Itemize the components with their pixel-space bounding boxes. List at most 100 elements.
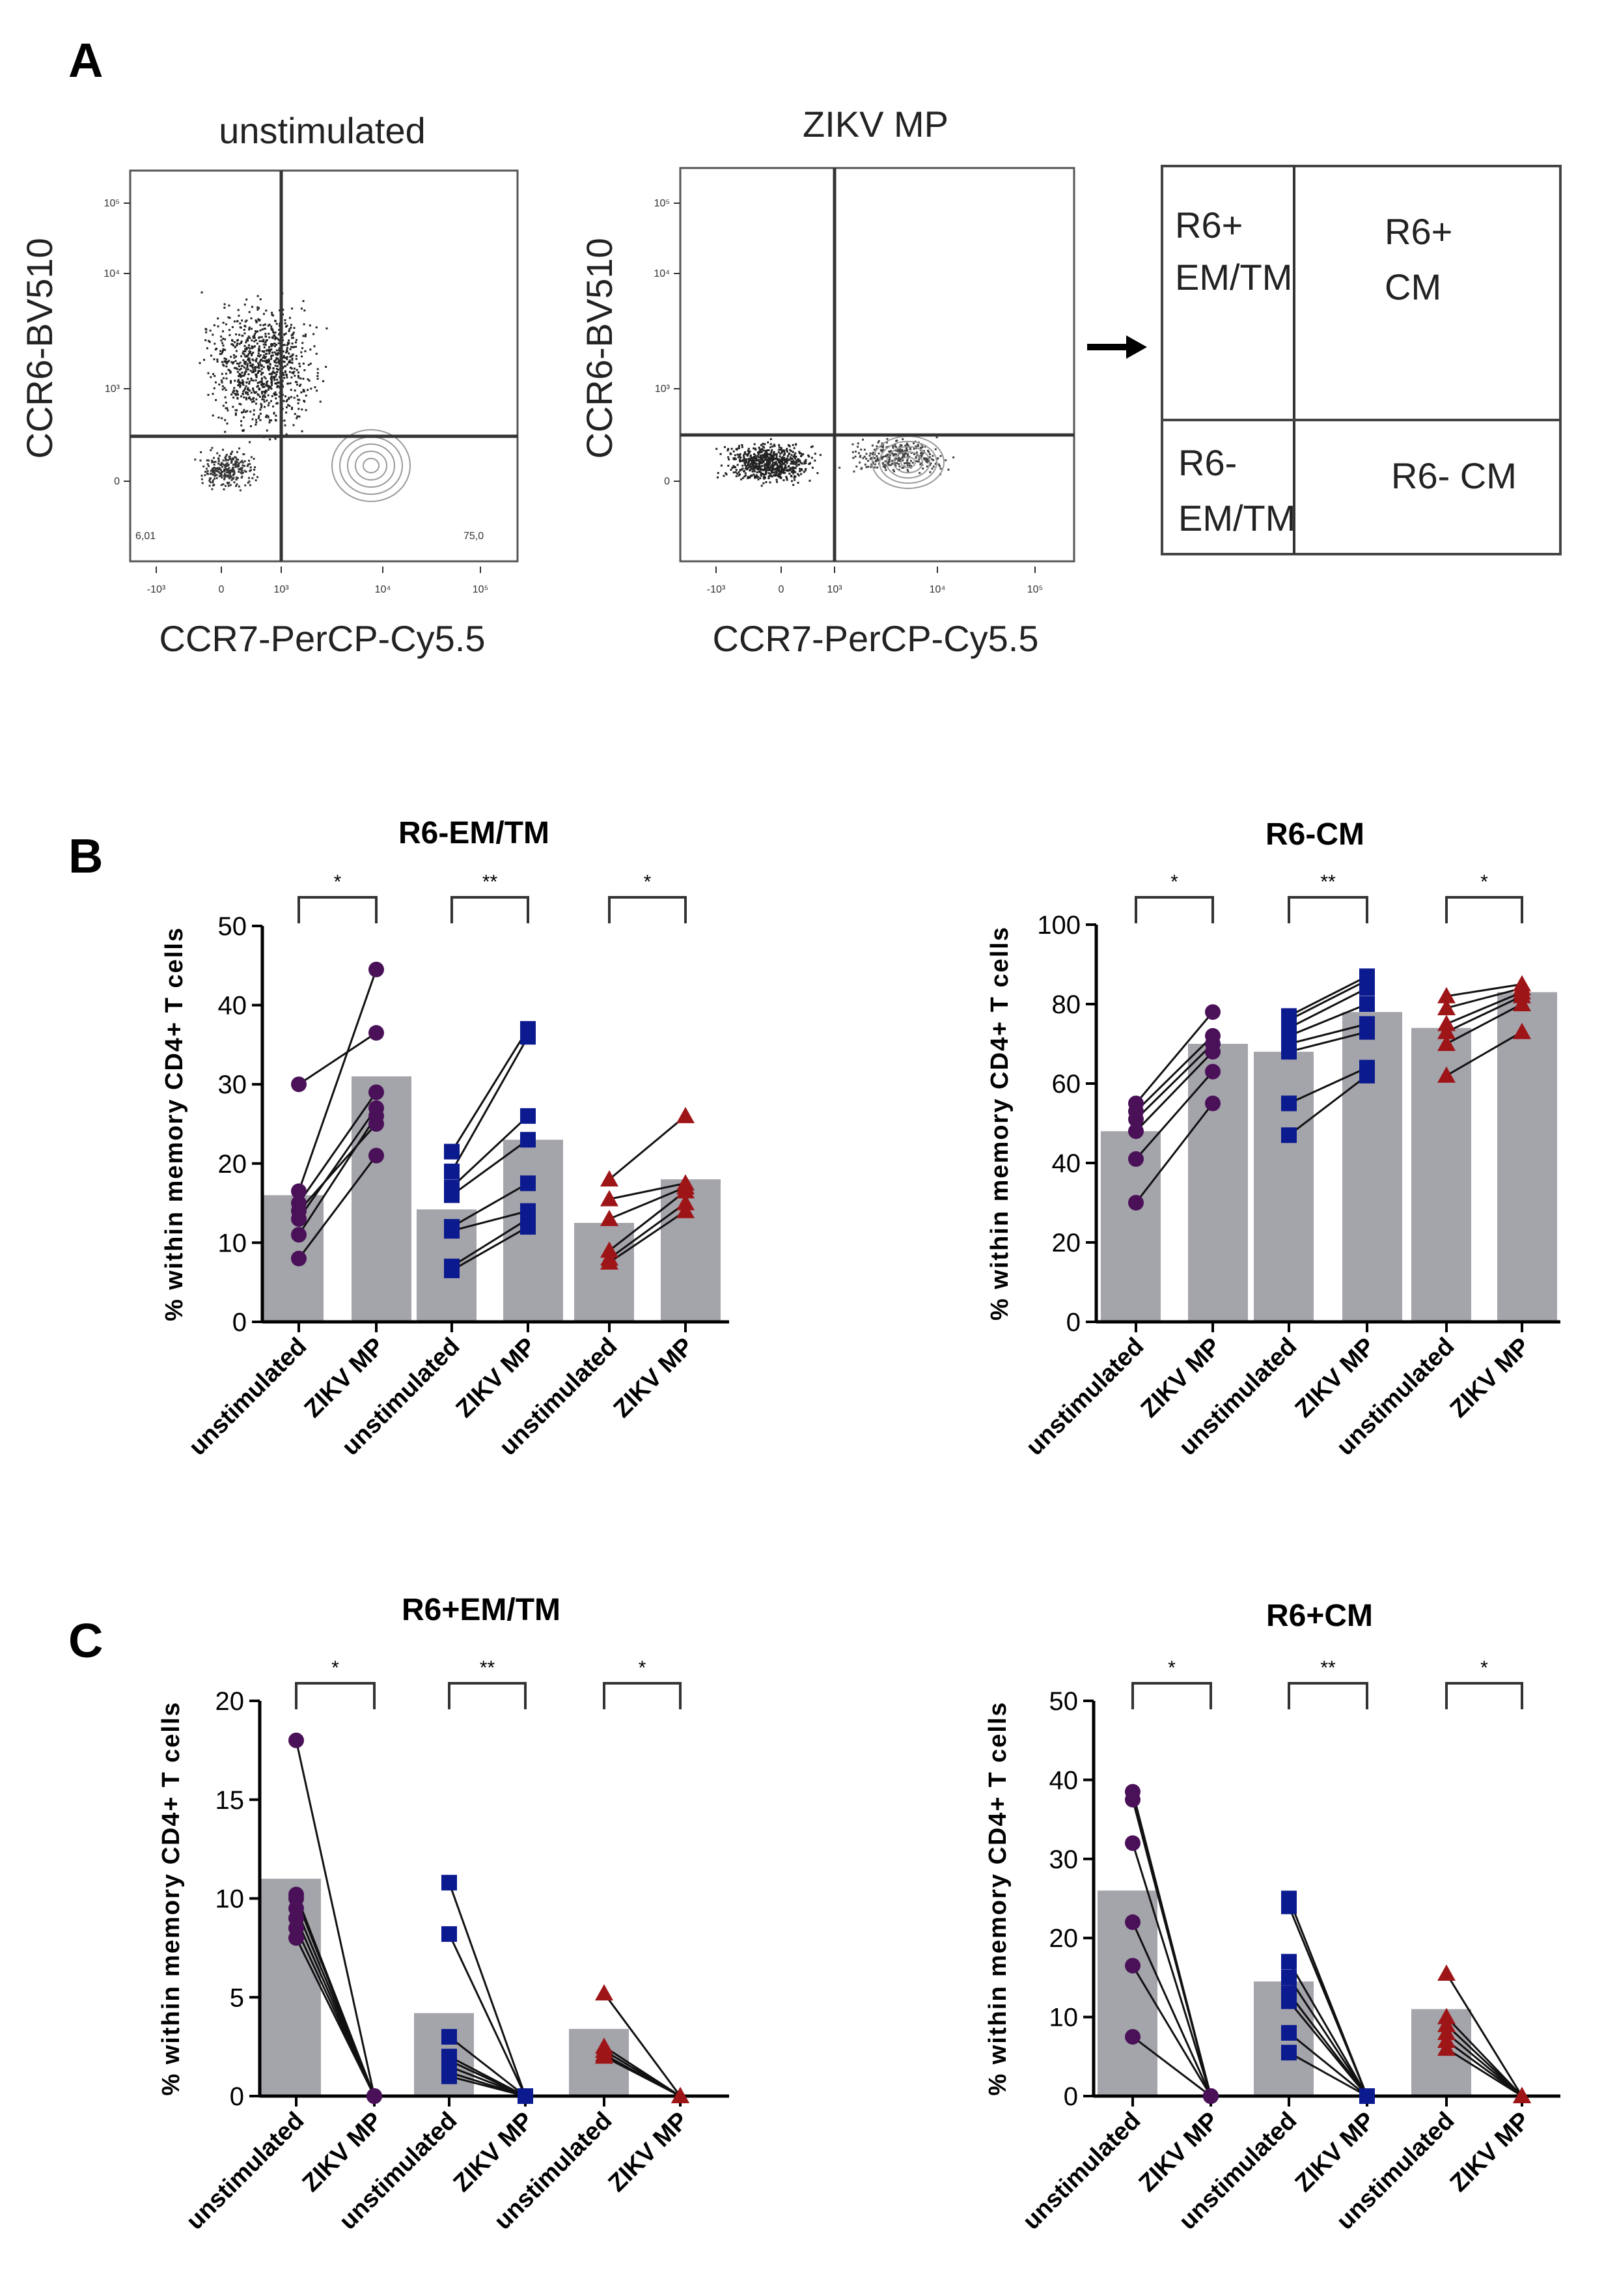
flow-event <box>291 406 294 409</box>
flow-event <box>743 460 746 462</box>
flow-event <box>297 376 300 379</box>
flow-event <box>868 455 871 457</box>
flow-event <box>309 348 312 351</box>
flow-event <box>884 464 887 467</box>
flow-event <box>268 333 270 335</box>
flow-event <box>248 357 251 360</box>
flow-event <box>784 465 786 468</box>
flow-event <box>240 376 242 378</box>
flow-event <box>222 348 225 350</box>
flow-event <box>891 452 893 455</box>
flow-event <box>246 363 249 365</box>
flow-event <box>251 367 254 369</box>
flow-event <box>218 475 221 477</box>
flow-event <box>771 445 774 448</box>
flow-event <box>273 412 275 415</box>
flow-event <box>860 468 863 470</box>
pair-line <box>1446 983 1523 998</box>
flow-ytick-label: 10⁵ <box>654 198 670 209</box>
flow-event <box>876 457 879 460</box>
flow-event <box>800 455 803 458</box>
flow-event <box>230 356 232 358</box>
flow-event <box>262 366 265 369</box>
flow-event <box>260 402 262 405</box>
flow-event <box>258 340 261 343</box>
flow-event <box>271 311 273 314</box>
x-tick-label: ZIKV MP <box>609 1333 699 1423</box>
flow-event <box>292 372 294 374</box>
flow-event <box>927 449 930 452</box>
flow-event <box>753 473 755 476</box>
flow-event <box>891 460 893 462</box>
flow-event <box>782 463 784 466</box>
flow-event <box>261 350 264 352</box>
flow-event <box>267 385 270 388</box>
flow-event <box>206 347 208 350</box>
flow-event <box>251 352 253 355</box>
flow-event <box>225 474 228 477</box>
flow-event <box>210 449 212 451</box>
y-tick-label: 40 <box>1049 1766 1079 1795</box>
flow-event <box>289 367 292 369</box>
flow-event <box>725 473 728 476</box>
flow-event <box>243 361 246 363</box>
flow-event <box>930 462 932 465</box>
flow-event <box>265 361 268 364</box>
flow-event <box>865 466 868 468</box>
flow-event <box>741 464 744 467</box>
flow-event <box>242 379 244 382</box>
flow-event <box>754 462 756 465</box>
flow-event <box>744 451 747 454</box>
flow-event <box>881 462 884 465</box>
flow-event <box>767 449 770 451</box>
flow-event <box>928 456 931 458</box>
flow-event <box>727 447 730 450</box>
significance-label: ** <box>480 1657 495 1679</box>
chart-r6pluscm: R6+CM% within memory CD4+ T cells0102030… <box>984 1599 1560 2235</box>
flow-event <box>255 402 257 405</box>
flow-event <box>236 397 239 399</box>
flow-event <box>754 477 756 479</box>
flow-event <box>786 479 788 481</box>
flow-event <box>803 462 806 465</box>
data-point <box>600 1253 618 1270</box>
x-tick-label: ZIKV MP <box>1445 1333 1536 1423</box>
flow-event <box>810 446 812 449</box>
flow-event <box>787 459 790 462</box>
pair-line <box>609 1115 686 1181</box>
flow-event <box>228 334 231 337</box>
flow-event <box>234 413 237 416</box>
pair-line <box>1446 1003 1523 1045</box>
flow-event <box>254 368 256 371</box>
flow-event <box>270 357 273 360</box>
flow-event <box>922 468 924 470</box>
data-point <box>600 1170 618 1187</box>
flow-event <box>252 352 255 354</box>
flow-event <box>290 346 293 348</box>
flow-event <box>870 463 873 466</box>
flow-event <box>249 337 251 339</box>
flow-event <box>283 355 285 357</box>
flow-event <box>247 463 249 466</box>
flow-event <box>221 372 223 375</box>
flow-event <box>766 458 769 461</box>
flow-event <box>894 453 896 456</box>
flow-event <box>278 363 281 365</box>
flow-event <box>743 456 745 458</box>
flow-event <box>749 475 752 478</box>
flow-event <box>300 307 303 310</box>
flow-event <box>245 381 248 384</box>
flow-event <box>221 462 223 464</box>
flow-event <box>735 469 738 471</box>
flow-event <box>298 415 301 418</box>
data-point <box>520 1108 536 1124</box>
y-tick-label: 20 <box>215 1687 245 1716</box>
flow-ytick-label: 0 <box>114 476 120 487</box>
flow-event <box>754 457 757 460</box>
flow-event <box>282 360 284 363</box>
flow-event <box>247 373 250 376</box>
flow-event <box>781 470 784 473</box>
flow-event <box>270 354 273 357</box>
flow-event <box>255 423 257 426</box>
flow-event <box>920 447 922 449</box>
